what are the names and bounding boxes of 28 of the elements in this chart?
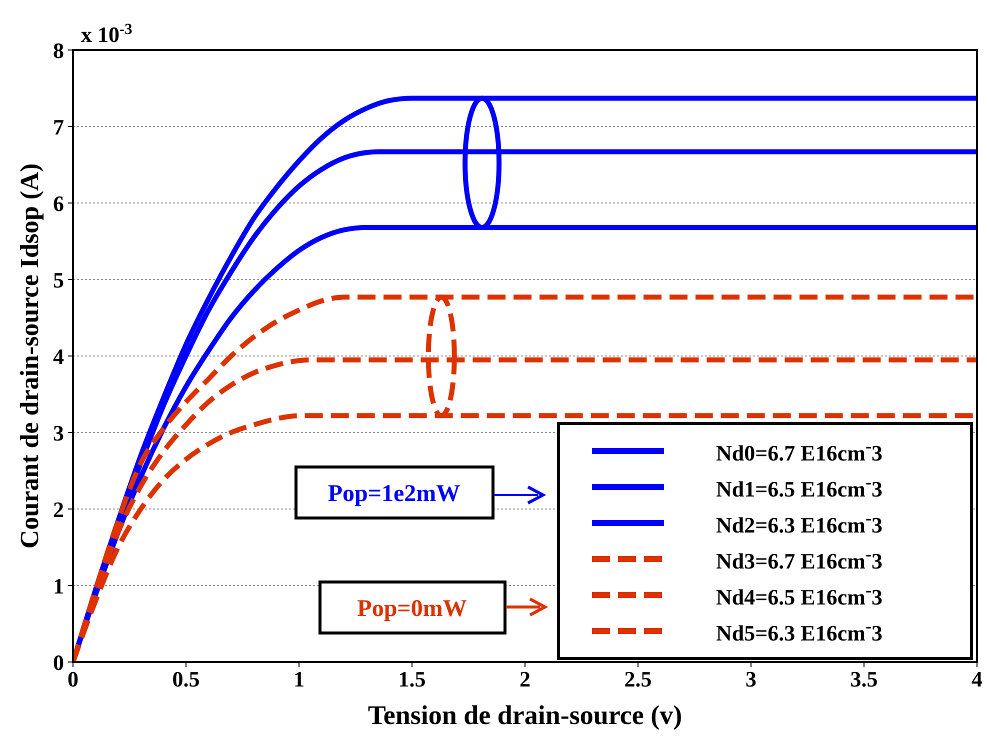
y-tick-label: 5 <box>53 267 64 292</box>
x-tick-label: 4 <box>972 666 982 692</box>
x-tick-label: 3.5 <box>850 666 878 692</box>
y-tick-label: 3 <box>53 420 64 446</box>
y-tick-label: 8 <box>53 38 64 63</box>
x-axis-title: Tension de drain-source (v) <box>368 700 682 730</box>
annotation: Pop=1e2mW <box>328 481 460 507</box>
x-tick-label: 1.5 <box>398 666 426 692</box>
text: x 10$^{-3}$ <box>81 20 133 47</box>
x-tick-label: 2 <box>520 666 530 692</box>
y-tick-label: 4 <box>53 344 64 369</box>
legend-label: Nd1=6.5 E16cm$^{-}$3 <box>716 472 883 502</box>
y-tick-label: 1 <box>53 573 64 598</box>
legend-label: Nd5=6.3 E16cm$^{-}$3 <box>716 616 883 646</box>
x-tick-label: 0.5 <box>172 666 200 692</box>
legend-label: Nd0=6.7 E16cm$^{-}$3 <box>716 436 883 466</box>
legend-label: Nd2=6.3 E16cm$^{-}$3 <box>716 508 883 538</box>
y-tick-label: 6 <box>53 190 64 216</box>
y-tick-label: 2 <box>53 496 64 522</box>
x-tick-label: 2.5 <box>624 666 652 692</box>
annotation: Pop=0mW <box>357 596 467 622</box>
legend-label: Nd4=6.5 E16cm$^{-}$3 <box>716 580 883 610</box>
y-tick-label: 7 <box>53 114 64 140</box>
legend-label: Nd3=6.7 E16cm$^{-}$3 <box>716 544 883 574</box>
x-tick-label: 1 <box>294 666 304 692</box>
y-axis-title: Courant de drain-source Idsop (A) <box>15 163 44 549</box>
y-tick-label: 0 <box>53 650 64 675</box>
x-tick-label: 3 <box>746 666 756 692</box>
